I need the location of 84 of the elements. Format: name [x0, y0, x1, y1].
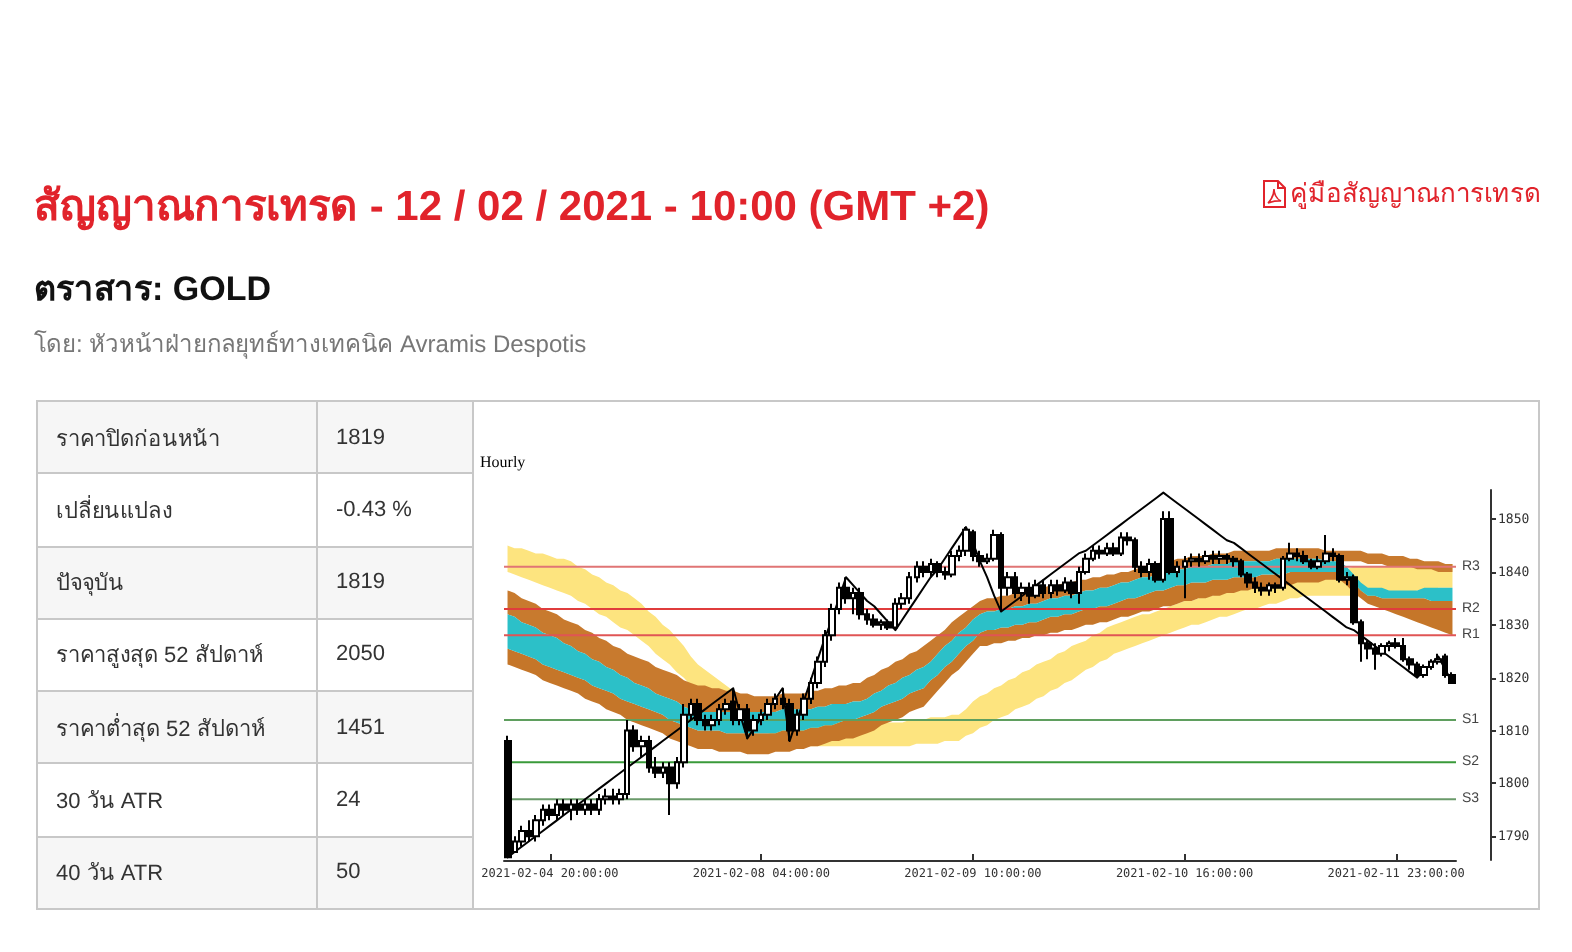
candlestick	[1048, 578, 1054, 600]
candlestick	[610, 787, 616, 806]
candlestick	[744, 703, 750, 740]
candlestick	[694, 697, 702, 727]
text: -0.43 %	[336, 497, 412, 522]
candlestick	[1386, 639, 1392, 653]
text: สัญญาณการเทรด - 12 / 02 / 2021 - 10:00 (GMT +2)	[34, 182, 990, 235]
candlestick	[1132, 536, 1138, 573]
candlestick	[1294, 547, 1300, 563]
candlestick	[1322, 533, 1330, 565]
candlestick	[666, 761, 674, 817]
candlestick	[1224, 552, 1230, 565]
candlestick	[554, 798, 560, 822]
candlestick	[518, 824, 526, 848]
candlestick	[716, 703, 722, 727]
candlestick	[596, 792, 602, 817]
candlestick	[1308, 557, 1314, 571]
text: 24	[336, 788, 361, 813]
text: 1819	[336, 570, 385, 595]
candlestick	[764, 697, 772, 721]
candlestick	[1054, 578, 1062, 597]
candlestick	[1096, 544, 1104, 560]
candlestick	[730, 687, 736, 727]
text: คู่มือสัญญาณการเทรด	[1290, 178, 1540, 210]
candlestick	[1258, 581, 1266, 597]
candlestick	[1166, 510, 1174, 576]
text: โดย: หัวหน้าฝ่ายกลยุทธ์ทางเทคนิค Avramis Despotis	[34, 328, 587, 360]
candlestick	[1414, 660, 1420, 679]
candlestick	[1202, 549, 1210, 565]
candlestick	[934, 560, 942, 579]
candlestick	[546, 803, 554, 822]
candlestick	[526, 819, 532, 843]
category-label: ราคาสูงสุด 52 สัปดาห์	[37, 618, 317, 692]
candlestick	[928, 557, 934, 579]
candlestick	[1442, 652, 1448, 679]
candlestick	[574, 798, 582, 817]
candlestick	[856, 586, 864, 621]
candlestick	[582, 798, 588, 817]
candlestick	[1160, 510, 1166, 584]
category-label: 40 วัน ATR	[37, 836, 317, 909]
candlestick	[920, 560, 928, 579]
candlestick	[1216, 549, 1224, 565]
candlestick	[1400, 637, 1406, 663]
candlestick	[1062, 576, 1068, 595]
candlestick	[1336, 552, 1344, 584]
candlestick	[1104, 541, 1110, 558]
category-label: ราคาปิดก่อนหน้า	[37, 401, 317, 474]
text: ตราสาร: GOLD	[34, 268, 271, 312]
candlestick	[892, 597, 898, 632]
candlestick	[1182, 555, 1188, 600]
text: 2050	[336, 642, 385, 667]
candlestick	[1252, 576, 1258, 595]
candlestick	[1300, 549, 1308, 565]
candlestick	[1118, 531, 1124, 558]
category-label: เปลี่ยนแปลง	[37, 473, 317, 547]
candlestick	[1146, 557, 1152, 581]
candlestick	[970, 528, 976, 563]
category-label: 30 วัน ATR	[37, 763, 317, 837]
candlestick	[1196, 552, 1202, 568]
candlestick	[1012, 570, 1018, 600]
candlestick	[962, 526, 970, 558]
candlestick	[948, 549, 956, 579]
candlestick	[1026, 581, 1032, 605]
text: 1819	[336, 425, 385, 450]
candlestick	[1040, 578, 1046, 600]
candlestick	[646, 734, 652, 774]
candlestick	[568, 798, 574, 822]
category-label: ปัจจุบัน	[37, 546, 317, 619]
candlestick	[1420, 663, 1428, 679]
candlestick	[998, 531, 1004, 613]
candlestick	[1428, 658, 1434, 671]
candlestick	[1210, 549, 1216, 565]
candlestick	[878, 618, 884, 632]
candlestick	[1372, 642, 1378, 671]
candlestick	[870, 613, 878, 629]
chart-title: Hourly	[480, 453, 526, 471]
category-label: ราคาต่ำสุด 52 สัปดาห์	[37, 691, 317, 764]
candlestick	[588, 798, 596, 817]
candlestick	[560, 798, 568, 817]
candlestick	[1266, 581, 1272, 597]
candlestick	[624, 718, 630, 801]
text: 50	[336, 860, 361, 885]
text: 1451	[336, 715, 385, 740]
candlestick	[1032, 578, 1040, 600]
